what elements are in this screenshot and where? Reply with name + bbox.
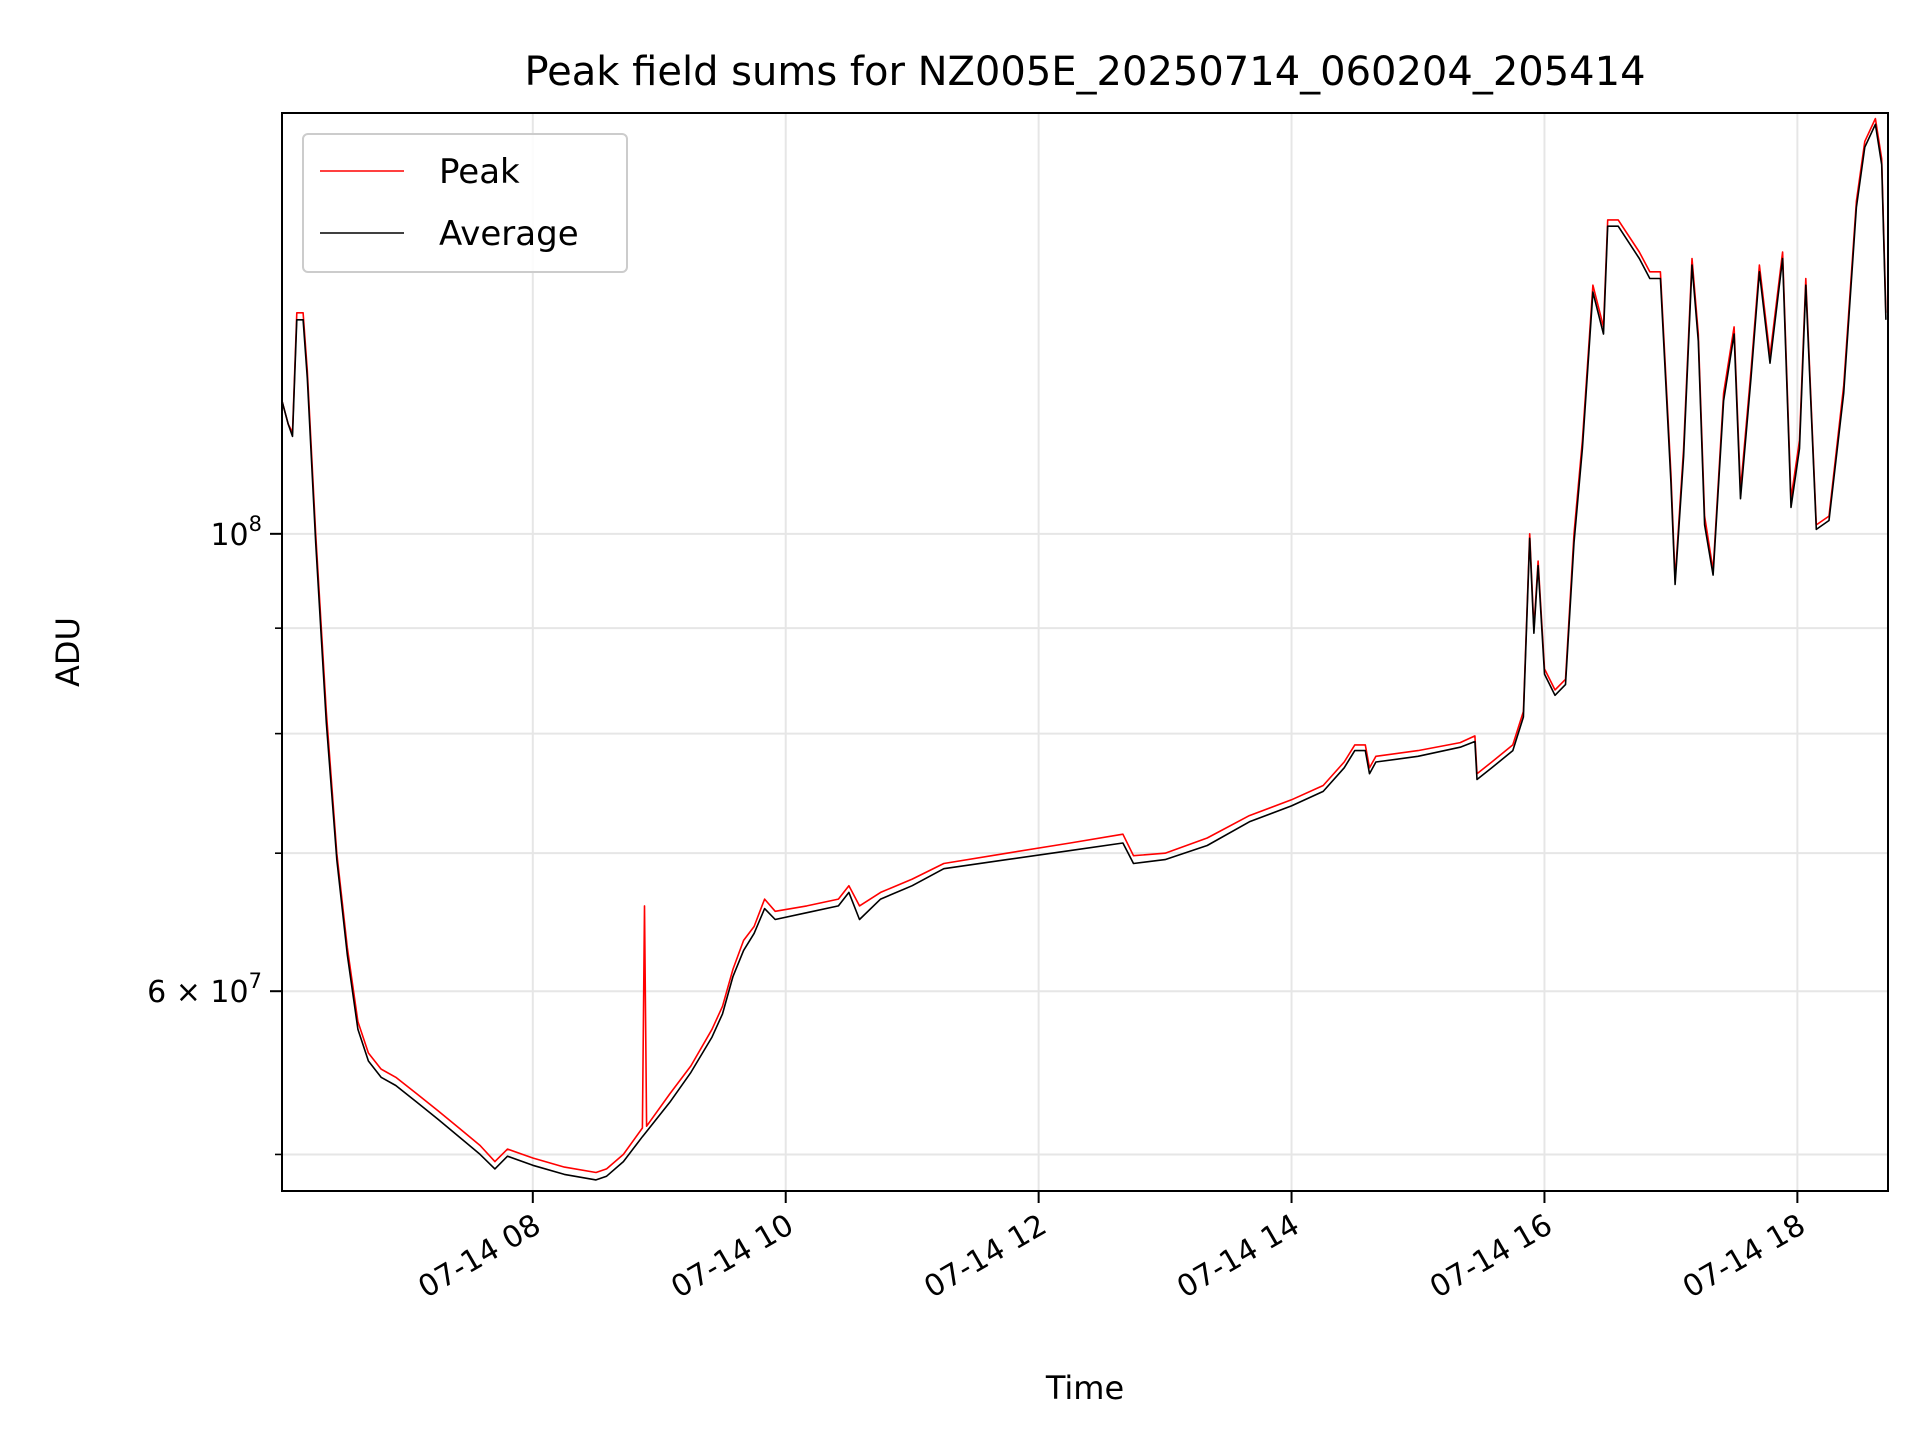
legend-box [302, 133, 628, 273]
chart-title: Peak field sums for NZ005E_20250714_0602… [524, 49, 1645, 95]
legend-label-peak: Peak [439, 152, 520, 192]
y-tick-label: 6 × 107 [147, 969, 262, 1010]
plot-frame [281, 112, 1889, 1192]
series-lines [281, 117, 1887, 1181]
legend: Peak Average [302, 133, 628, 273]
series-line-average [281, 123, 1887, 1181]
legend-label-average: Average [439, 214, 579, 254]
x-axis-label: Time [1045, 1369, 1124, 1407]
y-axis-ticks: 6 × 107 108 [147, 512, 282, 1156]
grid [282, 113, 1888, 1191]
y-tick-label: 108 [210, 512, 262, 553]
y-axis-label: ADU [49, 617, 87, 687]
